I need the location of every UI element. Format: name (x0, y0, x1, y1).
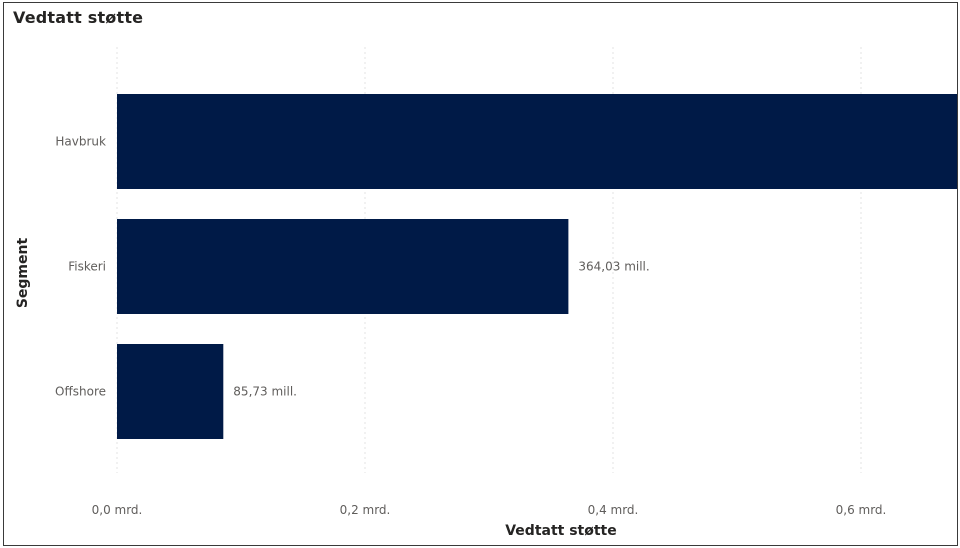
x-axis-title: Vedtatt støtte (505, 523, 617, 539)
x-axis-ticks: 0,0 mrd. 0,2 mrd. 0,4 mrd. 0,6 mrd. (92, 503, 887, 517)
bar-fiskeri[interactable] (117, 219, 569, 314)
x-tick-label: 0,2 mrd. (340, 503, 391, 517)
x-tick-label: 0,4 mrd. (588, 503, 639, 517)
data-label: 85,73 mill. (233, 385, 297, 399)
category-label: Offshore (55, 385, 106, 399)
data-labels: 364,03 mill. 85,73 mill. (233, 260, 649, 399)
category-label: Fiskeri (68, 260, 106, 274)
x-tick-label: 0,0 mrd. (92, 503, 143, 517)
x-tick-label: 0,6 mrd. (836, 503, 887, 517)
bar-offshore[interactable] (117, 344, 224, 439)
y-axis-title: Segment (15, 238, 31, 309)
bars (117, 94, 957, 439)
category-labels: Havbruk Fiskeri Offshore (55, 135, 106, 399)
data-label: 364,03 mill. (578, 260, 649, 274)
bar-chart: Havbruk Fiskeri Offshore 364,03 mill. 85,73… (15, 47, 957, 539)
bar-havbruk[interactable] (117, 94, 957, 189)
chart-visual[interactable]: Vedtatt støtte Havbruk Fiskeri Offshore 36… (3, 2, 958, 546)
chart-title: Vedtatt støtte (13, 8, 144, 27)
category-label: Havbruk (55, 135, 106, 149)
